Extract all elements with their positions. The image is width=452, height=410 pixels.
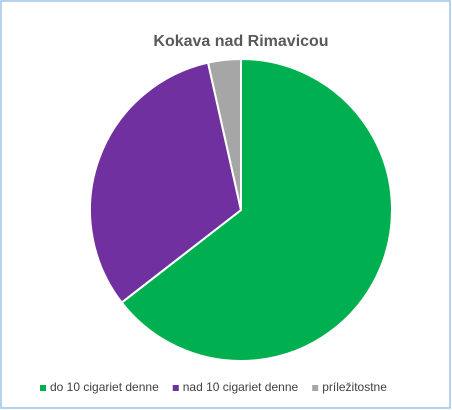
legend-label: do 10 cigariet denne [50, 380, 159, 394]
chart-title: Kokava nad Rimavicou [153, 33, 328, 50]
legend-label: príležitostne [322, 380, 387, 394]
legend-swatch [40, 385, 46, 391]
legend-swatch [312, 385, 319, 391]
pie-slice [120, 57, 393, 362]
pie-slice [89, 61, 243, 304]
legend-swatch [172, 385, 179, 391]
pie-slice [206, 57, 242, 211]
legend: do 10 cigariet denne nad 10 cigariet denn… [40, 380, 387, 394]
pie [89, 57, 393, 362]
legend-label: nad 10 cigariet denne [183, 380, 299, 394]
